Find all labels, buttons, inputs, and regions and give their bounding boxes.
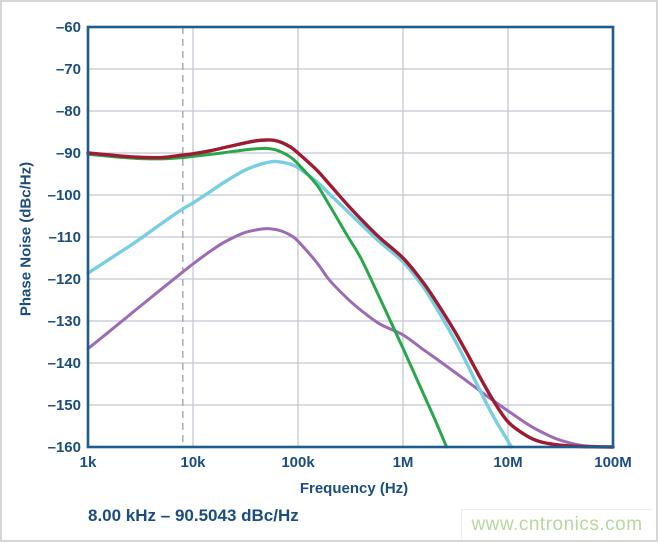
y-tick-label: –110 [48, 229, 81, 246]
x-tick-label: 10M [493, 454, 522, 471]
x-tick-label: 1k [80, 454, 97, 471]
y-tick-label: –160 [48, 439, 81, 456]
y-axis-title: Phase Noise (dBc/Hz) [17, 161, 35, 317]
series-dark-red-line [86, 138, 615, 449]
series-green-line [86, 146, 449, 449]
series-cyan-line [86, 159, 514, 449]
x-tick-label: 100M [594, 454, 632, 471]
marker-readout: 8.00 kHz – 90.5043 dBc/Hz [88, 506, 299, 525]
y-tick-label: –130 [48, 313, 81, 330]
y-tick-label: –150 [48, 397, 81, 414]
x-tick-label: 100k [281, 454, 315, 471]
y-tick-label: –60 [56, 19, 81, 36]
y-tick-label: –120 [48, 271, 81, 288]
x-tick-label: 1M [393, 454, 414, 471]
y-tick-label: –100 [48, 187, 81, 204]
y-tick-label: –80 [56, 103, 81, 120]
y-tick-label: –70 [56, 61, 81, 78]
x-tick-label: 10k [180, 454, 206, 471]
x-axis-title: Frequency (Hz) [299, 480, 409, 497]
y-tick-label: –140 [48, 355, 81, 372]
plot-frame [86, 25, 615, 449]
watermark-text: www.cntronics.com [461, 509, 652, 539]
y-tick-label: –90 [56, 145, 81, 162]
series-purple-line [86, 227, 615, 449]
